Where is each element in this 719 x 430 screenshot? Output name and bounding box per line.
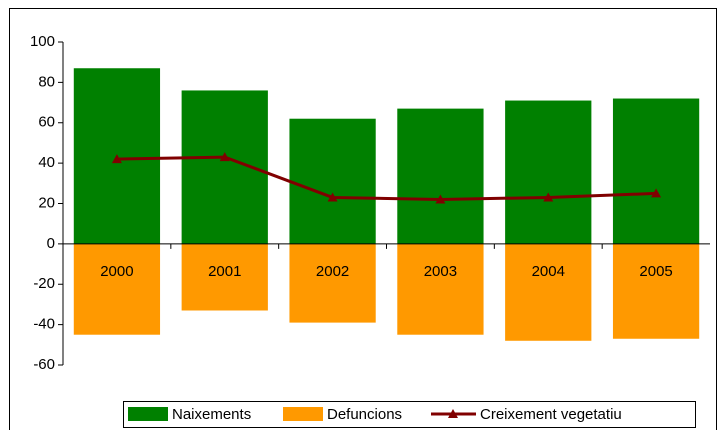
- line-marker: [111, 154, 122, 164]
- y-tick-label: 80: [38, 73, 55, 90]
- x-tick-label: 2005: [639, 263, 672, 280]
- bar: [397, 108, 484, 244]
- y-tick-label: 20: [38, 194, 55, 211]
- legend-label: Naixements: [172, 406, 251, 423]
- y-tick-label: -60: [33, 356, 55, 373]
- bar: [181, 243, 268, 311]
- bar: [397, 243, 484, 335]
- x-tick-label: 2004: [532, 263, 565, 280]
- bar: [289, 243, 376, 323]
- y-tick-label: -20: [33, 275, 55, 292]
- x-tick-label: 2002: [316, 263, 349, 280]
- y-tick-label: 60: [38, 114, 55, 131]
- line-marker: [327, 192, 338, 202]
- bar: [73, 243, 161, 335]
- legend-swatch: [283, 407, 323, 421]
- y-tick-label: -40: [33, 316, 55, 333]
- line-marker: [219, 152, 230, 162]
- legend-label: Creixement vegetatiu: [480, 406, 622, 423]
- legend-marker: [448, 409, 458, 418]
- legend-box: [123, 401, 696, 428]
- line-marker: [651, 188, 662, 198]
- bar: [612, 98, 700, 244]
- legend-label: Defuncions: [327, 406, 402, 423]
- legend-swatch: [128, 407, 168, 421]
- y-tick-label: 100: [30, 33, 55, 50]
- x-tick-label: 2000: [100, 263, 133, 280]
- line-marker: [435, 194, 446, 204]
- y-tick-label: 40: [38, 154, 55, 171]
- line: [116, 155, 657, 201]
- x-tick-label: 2001: [208, 263, 241, 280]
- bar: [505, 100, 592, 244]
- line-marker: [543, 192, 554, 202]
- bar: [289, 118, 376, 244]
- y-tick-label: 0: [47, 235, 55, 252]
- bar: [612, 243, 700, 339]
- bar: [505, 243, 592, 341]
- x-tick-label: 2003: [424, 263, 457, 280]
